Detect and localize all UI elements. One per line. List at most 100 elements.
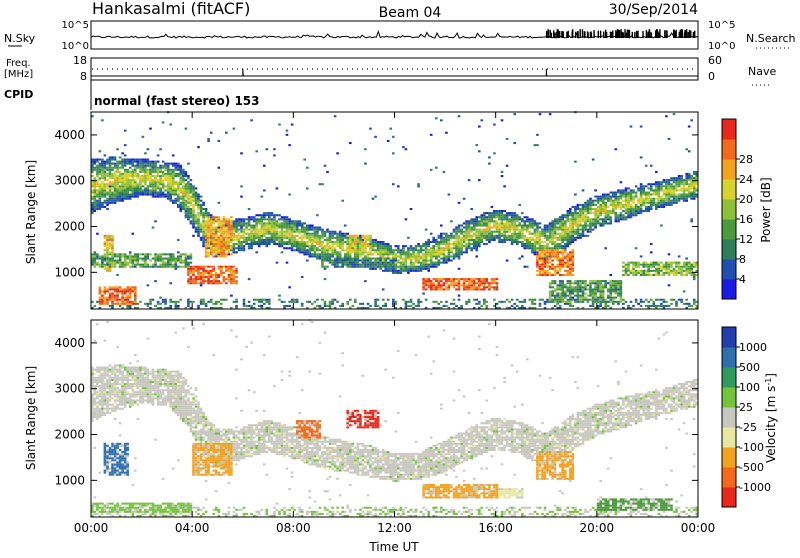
heatmap-cell — [640, 198, 643, 200]
heatmap-cell — [121, 192, 124, 194]
heatmap-cell — [564, 225, 567, 227]
heatmap-cell — [114, 185, 117, 187]
heatmap-cell — [518, 241, 521, 243]
heatmap-cell — [326, 171, 329, 173]
heatmap-cell — [559, 284, 562, 286]
heatmap-cell — [268, 233, 271, 235]
heatmap-cell — [584, 220, 587, 222]
heatmap-cell — [516, 225, 519, 227]
heatmap-cell — [149, 189, 152, 191]
heatmap-cell — [387, 140, 390, 142]
heatmap-cell — [99, 185, 102, 187]
heatmap-cell — [559, 286, 562, 288]
heatmap-cell — [468, 301, 471, 303]
heatmap-cell — [220, 253, 223, 255]
heatmap-cell — [551, 243, 554, 245]
heatmap-cell — [210, 247, 213, 249]
heatmap-cell — [94, 185, 97, 187]
heatmap-cell — [316, 233, 319, 235]
heatmap-cell — [121, 194, 124, 196]
heatmap-cell — [104, 187, 107, 189]
heatmap-cell — [539, 243, 542, 245]
heatmap-cell — [159, 177, 162, 179]
heatmap-cell — [430, 253, 433, 255]
heatmap-cell — [190, 258, 193, 260]
heatmap-cell — [230, 268, 233, 270]
heatmap-cell — [192, 266, 195, 268]
heatmap-cell — [314, 249, 317, 251]
heatmap-cell — [329, 253, 332, 255]
heatmap-cell — [311, 229, 314, 231]
heatmap-cell — [425, 280, 428, 282]
heatmap-cell — [572, 268, 575, 270]
heatmap-cell — [468, 288, 471, 290]
heatmap-cell — [336, 301, 339, 303]
heatmap-cell — [187, 163, 190, 165]
heatmap-cell — [359, 253, 362, 255]
heatmap-cell — [483, 286, 486, 288]
heatmap-cell — [114, 295, 117, 297]
heatmap-cell — [612, 206, 615, 208]
heatmap-cell — [334, 241, 337, 243]
heatmap-cell — [620, 214, 623, 216]
heatmap-cell — [220, 268, 223, 270]
heatmap-cell — [569, 301, 572, 303]
heatmap-cell — [602, 293, 605, 295]
heatmap-cell — [412, 264, 415, 266]
heatmap-cell — [496, 227, 499, 229]
heatmap-cell — [539, 239, 542, 241]
heatmap-cell — [215, 303, 218, 305]
heatmap-cell — [263, 222, 266, 224]
heatmap-cell — [432, 241, 435, 243]
heatmap-cell — [567, 290, 570, 292]
heatmap-cell — [556, 258, 559, 260]
heatmap-cell — [157, 258, 160, 260]
heatmap-cell — [210, 301, 213, 303]
heatmap-cell — [195, 231, 198, 233]
heatmap-cell — [94, 159, 97, 161]
heatmap-cell — [319, 249, 322, 251]
heatmap-cell — [187, 274, 190, 276]
heatmap-cell — [417, 303, 420, 305]
heatmap-cell — [281, 231, 284, 233]
heatmap-cell — [572, 222, 575, 224]
heatmap-cell — [266, 222, 269, 224]
heatmap-cell — [266, 148, 269, 150]
heatmap-cell — [382, 255, 385, 257]
heatmap-cell — [443, 237, 446, 239]
heatmap-cell — [430, 233, 433, 235]
heatmap-cell — [106, 301, 109, 303]
heatmap-cell — [278, 233, 281, 235]
heatmap-cell — [238, 225, 241, 227]
heatmap-cell — [104, 264, 107, 266]
heatmap-cell — [470, 278, 473, 280]
heatmap-cell — [104, 169, 107, 171]
heatmap-cell — [250, 227, 253, 229]
heatmap-cell — [625, 194, 628, 196]
heatmap-cell — [286, 231, 289, 233]
heatmap-cell — [99, 177, 102, 179]
heatmap-cell — [405, 264, 408, 266]
heatmap-cell — [116, 290, 119, 292]
heatmap-cell — [187, 196, 190, 198]
heatmap-cell — [172, 192, 175, 194]
heatmap-cell — [584, 210, 587, 212]
heatmap-cell — [630, 196, 633, 198]
heatmap-cell — [592, 301, 595, 303]
heatmap-cell — [592, 282, 595, 284]
heatmap-cell — [647, 208, 650, 210]
heatmap-cell — [435, 266, 438, 268]
heatmap-cell — [212, 255, 215, 257]
heatmap-cell — [551, 231, 554, 233]
heatmap-cell — [481, 237, 484, 239]
heatmap-cell — [594, 218, 597, 220]
heatmap-cell — [223, 231, 226, 233]
heatmap-cell — [101, 295, 104, 297]
heatmap-cell — [164, 179, 167, 181]
heatmap-cell — [420, 247, 423, 249]
heatmap-cell — [632, 268, 635, 270]
heatmap-cell — [134, 171, 137, 173]
heatmap-cell — [263, 189, 266, 191]
heatmap-cell — [556, 260, 559, 262]
heatmap-cell — [544, 301, 547, 303]
